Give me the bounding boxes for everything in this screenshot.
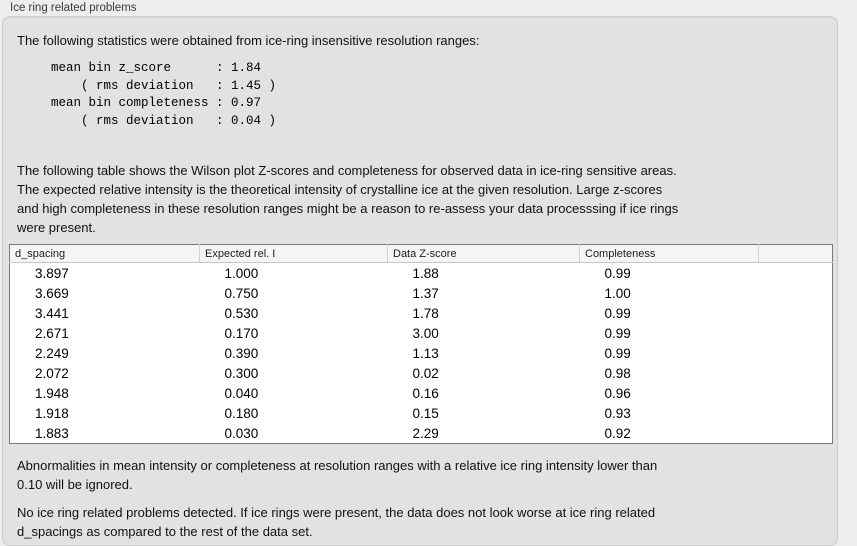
cell-completeness: 0.96 bbox=[604, 385, 631, 401]
statistics-intro-text: The following statistics were obtained f… bbox=[17, 33, 480, 48]
cell-completeness: 1.00 bbox=[604, 285, 631, 301]
column-header-data-z-score[interactable]: Data Z-score bbox=[387, 244, 580, 263]
cell-data-z-score: 0.15 bbox=[412, 405, 439, 421]
cell-expected-rel-i: 0.180 bbox=[224, 405, 259, 421]
cell-expected-rel-i: 0.530 bbox=[224, 305, 259, 321]
cell-empty bbox=[759, 283, 833, 303]
table-row[interactable]: 1.948 0.040 0.16 0.96 bbox=[10, 383, 833, 403]
cell-completeness: 0.93 bbox=[604, 405, 631, 421]
cell-expected-rel-i: 0.390 bbox=[224, 345, 259, 361]
cell-expected-rel-i: 0.750 bbox=[224, 285, 259, 301]
cell-d-spacing: 3.441 bbox=[35, 305, 69, 321]
column-header-empty bbox=[758, 244, 833, 263]
cell-data-z-score: 0.02 bbox=[412, 365, 439, 381]
ice-ring-table: d_spacing Expected rel. I Data Z-score C… bbox=[9, 244, 833, 444]
cell-data-z-score: 0.16 bbox=[412, 385, 439, 401]
cell-empty bbox=[759, 303, 833, 323]
cell-d-spacing: 1.883 bbox=[35, 425, 69, 441]
cell-completeness: 0.99 bbox=[604, 305, 631, 321]
stats-block: mean bin z_score : 1.84 ( rms deviation … bbox=[51, 61, 277, 128]
table-intro-text: The following table shows the Wilson plo… bbox=[17, 163, 679, 235]
column-header-completeness[interactable]: Completeness bbox=[579, 244, 759, 263]
group-box-label: Ice ring related problems bbox=[10, 2, 137, 14]
cell-d-spacing: 1.948 bbox=[35, 385, 69, 401]
cell-completeness: 0.99 bbox=[604, 265, 631, 281]
cell-d-spacing: 3.897 bbox=[35, 265, 69, 281]
cell-empty bbox=[759, 423, 833, 444]
cell-data-z-score: 3.00 bbox=[412, 325, 439, 341]
cell-expected-rel-i: 0.040 bbox=[224, 385, 259, 401]
cell-completeness: 0.99 bbox=[604, 345, 631, 361]
cell-d-spacing: 1.918 bbox=[35, 405, 69, 421]
cell-empty bbox=[759, 383, 833, 403]
abnormalities-note-text: Abnormalities in mean intensity or compl… bbox=[17, 458, 658, 492]
cell-completeness: 0.98 bbox=[604, 365, 631, 381]
cell-d-spacing: 3.669 bbox=[35, 285, 69, 301]
cell-data-z-score: 1.88 bbox=[412, 265, 439, 281]
table-header-row: d_spacing Expected rel. I Data Z-score C… bbox=[9, 244, 833, 263]
cell-data-z-score: 1.37 bbox=[412, 285, 439, 301]
cell-expected-rel-i: 0.170 bbox=[224, 325, 259, 341]
cell-empty bbox=[759, 363, 833, 383]
cell-expected-rel-i: 0.300 bbox=[224, 365, 259, 381]
cell-data-z-score: 2.29 bbox=[412, 425, 439, 441]
table-row[interactable]: 2.249 0.390 1.13 0.99 bbox=[10, 343, 833, 363]
table-row[interactable]: 3.669 0.750 1.37 1.00 bbox=[10, 283, 833, 303]
cell-completeness: 0.99 bbox=[604, 325, 631, 341]
cell-empty bbox=[759, 403, 833, 423]
table-row[interactable]: 3.441 0.530 1.78 0.99 bbox=[10, 303, 833, 323]
cell-empty bbox=[759, 343, 833, 363]
cell-d-spacing: 2.249 bbox=[35, 345, 69, 361]
cell-expected-rel-i: 0.030 bbox=[224, 425, 259, 441]
cell-d-spacing: 2.671 bbox=[35, 325, 69, 341]
ice-ring-panel: The following statistics were obtained f… bbox=[2, 16, 838, 546]
column-header-expected-rel-i[interactable]: Expected rel. I bbox=[199, 244, 388, 263]
table-row[interactable]: 3.897 1.000 1.88 0.99 bbox=[10, 263, 833, 284]
column-header-d-spacing[interactable]: d_spacing bbox=[9, 244, 200, 263]
table-row[interactable]: 1.883 0.030 2.29 0.92 bbox=[10, 423, 833, 444]
cell-empty bbox=[759, 263, 833, 284]
table-row[interactable]: 2.072 0.300 0.02 0.98 bbox=[10, 363, 833, 383]
cell-expected-rel-i: 1.000 bbox=[224, 265, 259, 281]
cell-data-z-score: 1.13 bbox=[412, 345, 439, 361]
table-row[interactable]: 1.918 0.180 0.15 0.93 bbox=[10, 403, 833, 423]
cell-d-spacing: 2.072 bbox=[35, 365, 69, 381]
conclusion-text: No ice ring related problems detected. I… bbox=[17, 505, 656, 539]
cell-data-z-score: 1.78 bbox=[412, 305, 439, 321]
cell-empty bbox=[759, 323, 833, 343]
cell-completeness: 0.92 bbox=[604, 425, 631, 441]
table-row[interactable]: 2.671 0.170 3.00 0.99 bbox=[10, 323, 833, 343]
